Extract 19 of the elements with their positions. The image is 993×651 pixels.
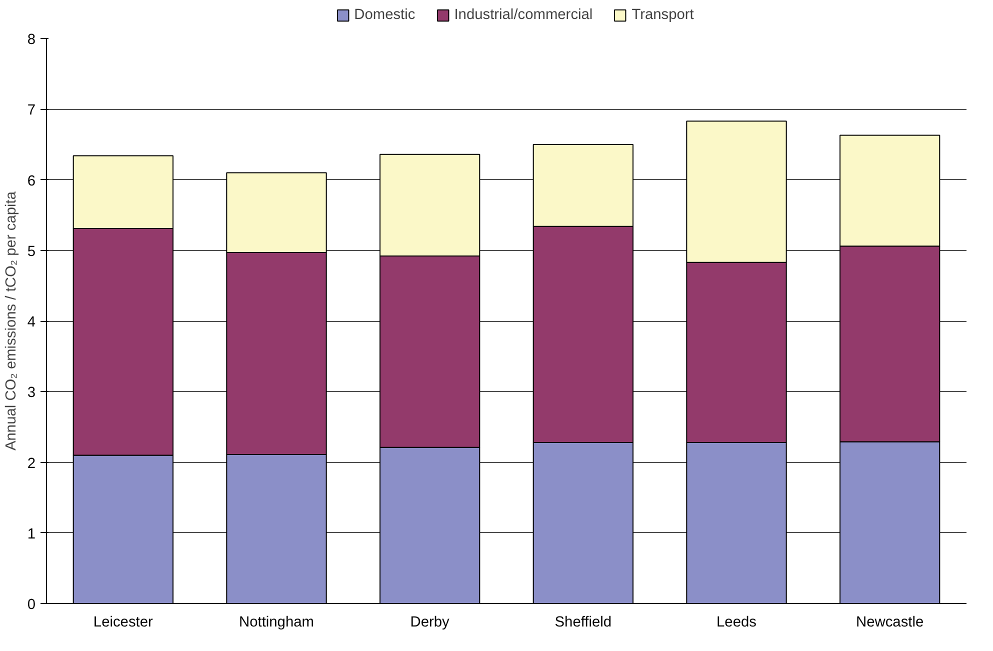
y-tick-label: 7: [27, 102, 36, 119]
legend-label: Domestic: [354, 7, 416, 23]
x-tick-label: Leeds: [716, 614, 756, 630]
y-tick-label: 0: [27, 597, 36, 613]
y-tick-label: 3: [27, 385, 36, 402]
x-tick-label: Nottingham: [239, 614, 314, 630]
y-tick-label: 8: [27, 32, 36, 48]
y-tick-label: 6: [27, 173, 36, 190]
x-tick-label: Newcastle: [856, 614, 924, 630]
x-tick-label: Leicester: [93, 614, 154, 630]
legend-label: Transport: [632, 7, 694, 23]
y-tick-label: 2: [27, 456, 36, 472]
y-tick-label: 4: [27, 314, 36, 330]
x-tick-label: Derby: [410, 614, 450, 630]
x-tick-label: Sheffield: [554, 614, 612, 630]
y-tick-label: 5: [27, 244, 36, 260]
legend-label: Industrial/commercial: [454, 7, 593, 23]
y-tick-label: 1: [27, 526, 36, 542]
y-axis-title: Annual CO₂ emissions / tCO₂ per capita: [3, 190, 20, 451]
